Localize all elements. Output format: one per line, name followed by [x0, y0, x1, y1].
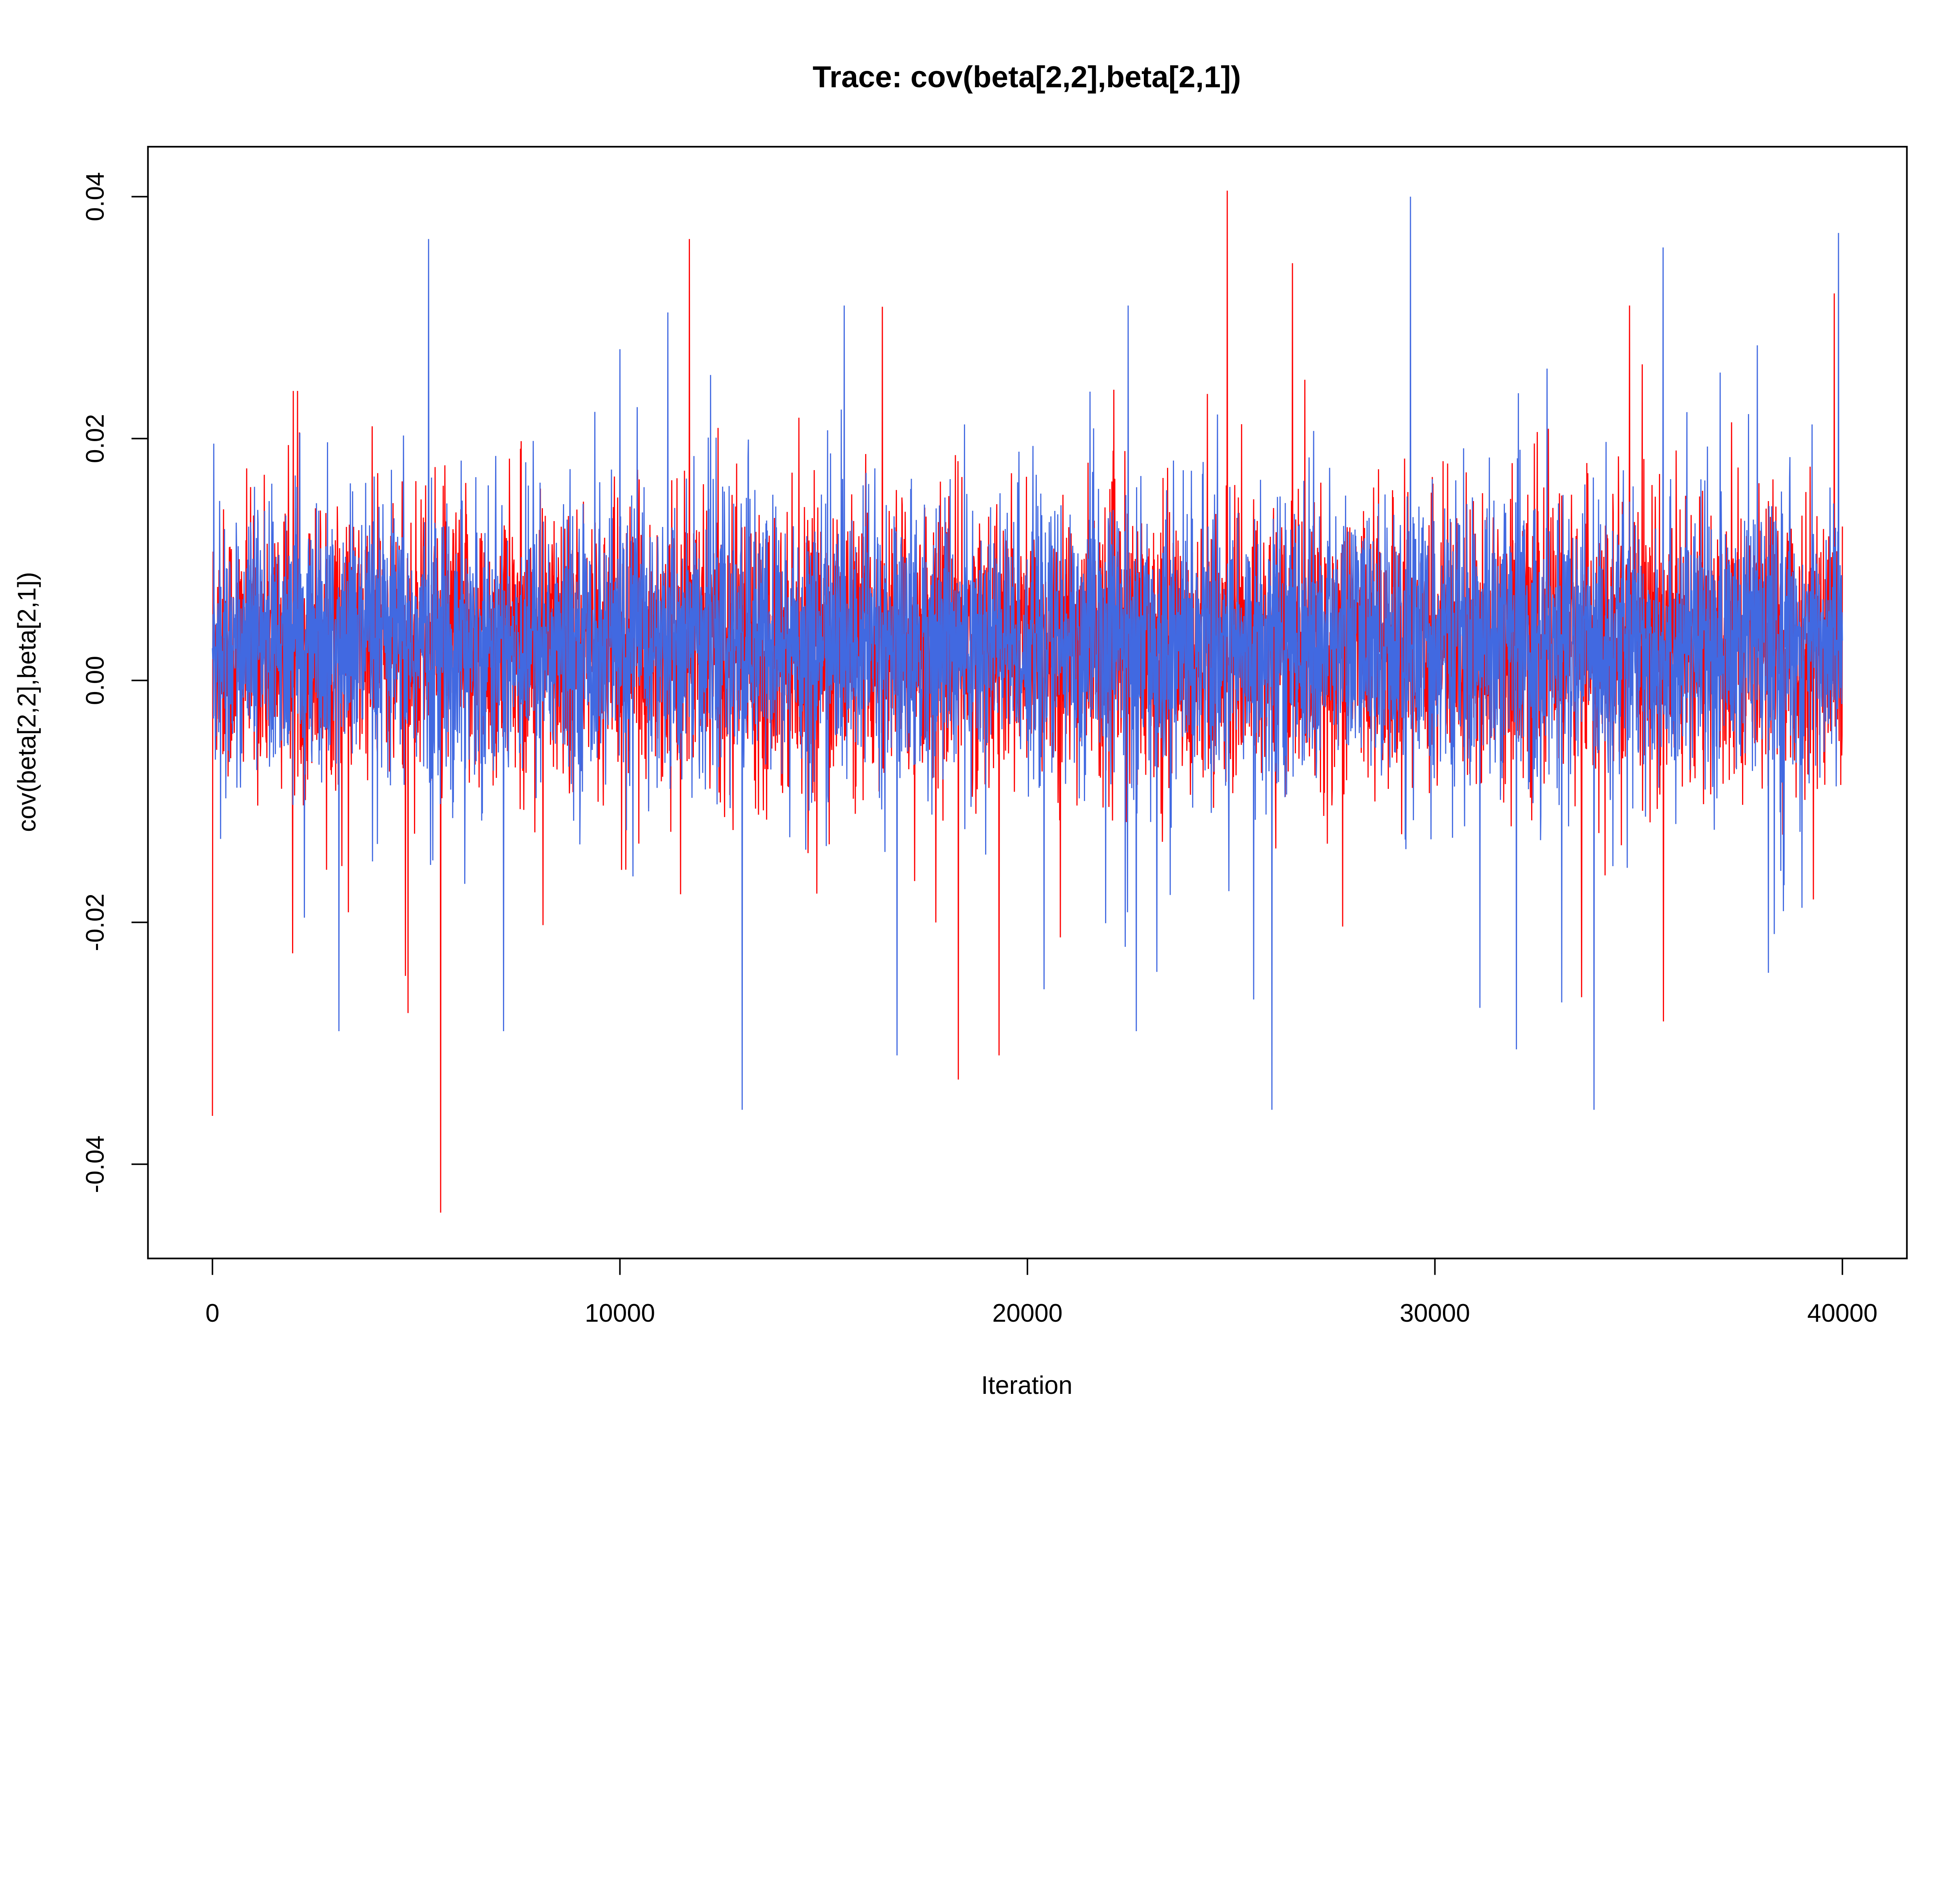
- trace-plot: Trace: cov(beta[2,2],beta[2,1]) 0 10000 20…: [13, 60, 1908, 1399]
- y-tick-label: -0.02: [81, 894, 109, 951]
- y-tick-label: 0.02: [81, 414, 109, 463]
- x-tick-label: 30000: [1400, 1299, 1470, 1327]
- y-tick-label: 0.00: [81, 656, 109, 705]
- x-tick-label: 40000: [1807, 1299, 1877, 1327]
- y-tick-label: -0.04: [81, 1135, 109, 1193]
- x-tick-label: 10000: [585, 1299, 655, 1327]
- x-tick-label: 20000: [992, 1299, 1062, 1327]
- x-tick-label: 0: [205, 1299, 220, 1327]
- x-axis: 0 10000 20000 30000 40000: [205, 1257, 1878, 1327]
- chart-title: Trace: cov(beta[2,2],beta[2,1]): [813, 60, 1241, 94]
- y-axis: -0.04 -0.02 0.00 0.02 0.04: [81, 172, 149, 1193]
- x-axis-label: Iteration: [981, 1371, 1073, 1399]
- series-line-2: [212, 196, 1843, 1110]
- y-tick-label: 0.04: [81, 172, 109, 222]
- y-axis-label: cov(beta[2,2],beta[2,1]): [13, 572, 41, 832]
- series-layer: [212, 191, 1843, 1213]
